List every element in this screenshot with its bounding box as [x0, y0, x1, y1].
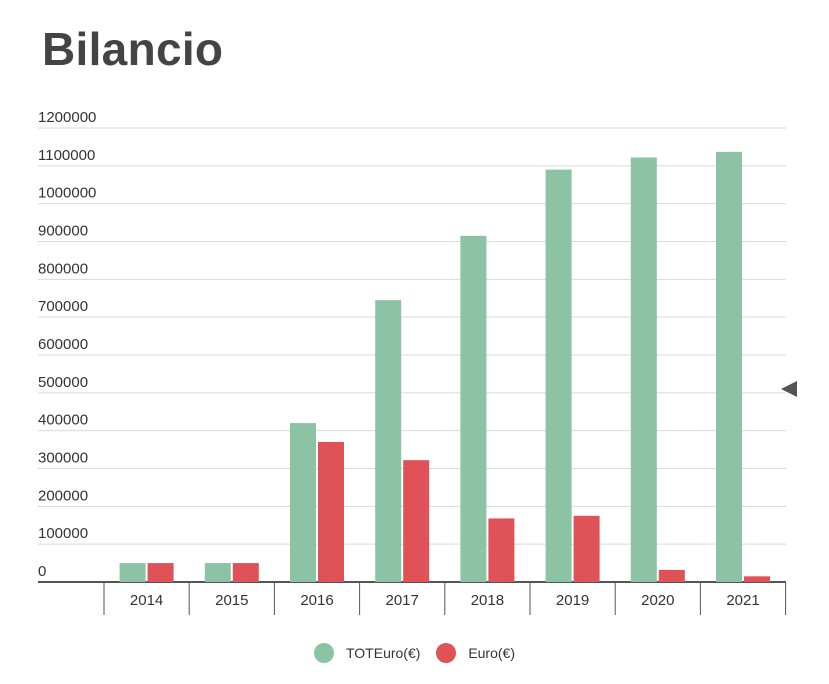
bar-series-1 — [375, 300, 402, 582]
x-tick-label: 2019 — [556, 592, 589, 609]
y-tick-label: 1200000 — [38, 109, 96, 126]
bar-series-1 — [119, 563, 146, 582]
legend-swatch-icon — [313, 643, 334, 663]
y-tick-label: 1100000 — [38, 147, 95, 164]
bar-series-1 — [290, 423, 316, 582]
bar-series-2 — [488, 518, 515, 582]
bar-series-2 — [147, 563, 174, 582]
legend-swatch-icon — [436, 643, 457, 663]
x-tick-label: 2015 — [215, 592, 248, 609]
chart-legend: TOTEuro(€) Euro(€) — [0, 643, 829, 666]
bar-series-2 — [573, 515, 600, 582]
x-tick-label: 2018 — [471, 592, 504, 609]
y-tick-label: 100000 — [38, 525, 88, 542]
legend-label: Euro(€) — [468, 645, 515, 661]
bar-series-1 — [204, 563, 231, 582]
x-tick-label: 2016 — [300, 592, 333, 609]
y-tick-label: 500000 — [38, 374, 88, 391]
bar-series-1 — [630, 157, 657, 582]
y-tick-label: 300000 — [38, 450, 88, 467]
x-tick-label: 2014 — [130, 592, 163, 609]
x-tick-label: 2020 — [641, 592, 674, 609]
y-tick-label: 400000 — [38, 412, 88, 429]
bar-series-2 — [318, 442, 344, 582]
bar-series-2 — [658, 569, 685, 582]
page-title: Bilancio — [42, 23, 224, 75]
y-tick-label: 700000 — [38, 298, 88, 315]
triangle-left-icon[interactable] — [781, 381, 797, 397]
y-tick-label: 800000 — [38, 260, 88, 277]
bar-series-1 — [716, 151, 742, 582]
y-tick-label: 200000 — [38, 487, 88, 504]
legend-label: TOTEuro(€) — [345, 645, 421, 661]
bar-series-1 — [460, 235, 487, 582]
x-tick-label: 2017 — [386, 592, 419, 609]
x-tick-label: 2021 — [726, 592, 759, 609]
bar-series-2 — [232, 563, 259, 582]
bar-series-1 — [545, 169, 572, 582]
y-tick-label: 0 — [38, 563, 46, 580]
bar-series-2 — [744, 576, 770, 582]
legend-item-series-2[interactable]: Euro(€) — [436, 643, 515, 663]
y-tick-label: 1000000 — [38, 185, 96, 202]
bar-series-2 — [403, 460, 430, 582]
legend-item-series-1[interactable]: TOTEuro(€) — [313, 643, 421, 663]
bar-chart: 0 100000 200000 300000 400000 500000 600000 700… — [38, 109, 787, 615]
y-tick-label: 900000 — [38, 223, 88, 240]
y-tick-label: 600000 — [38, 336, 88, 353]
